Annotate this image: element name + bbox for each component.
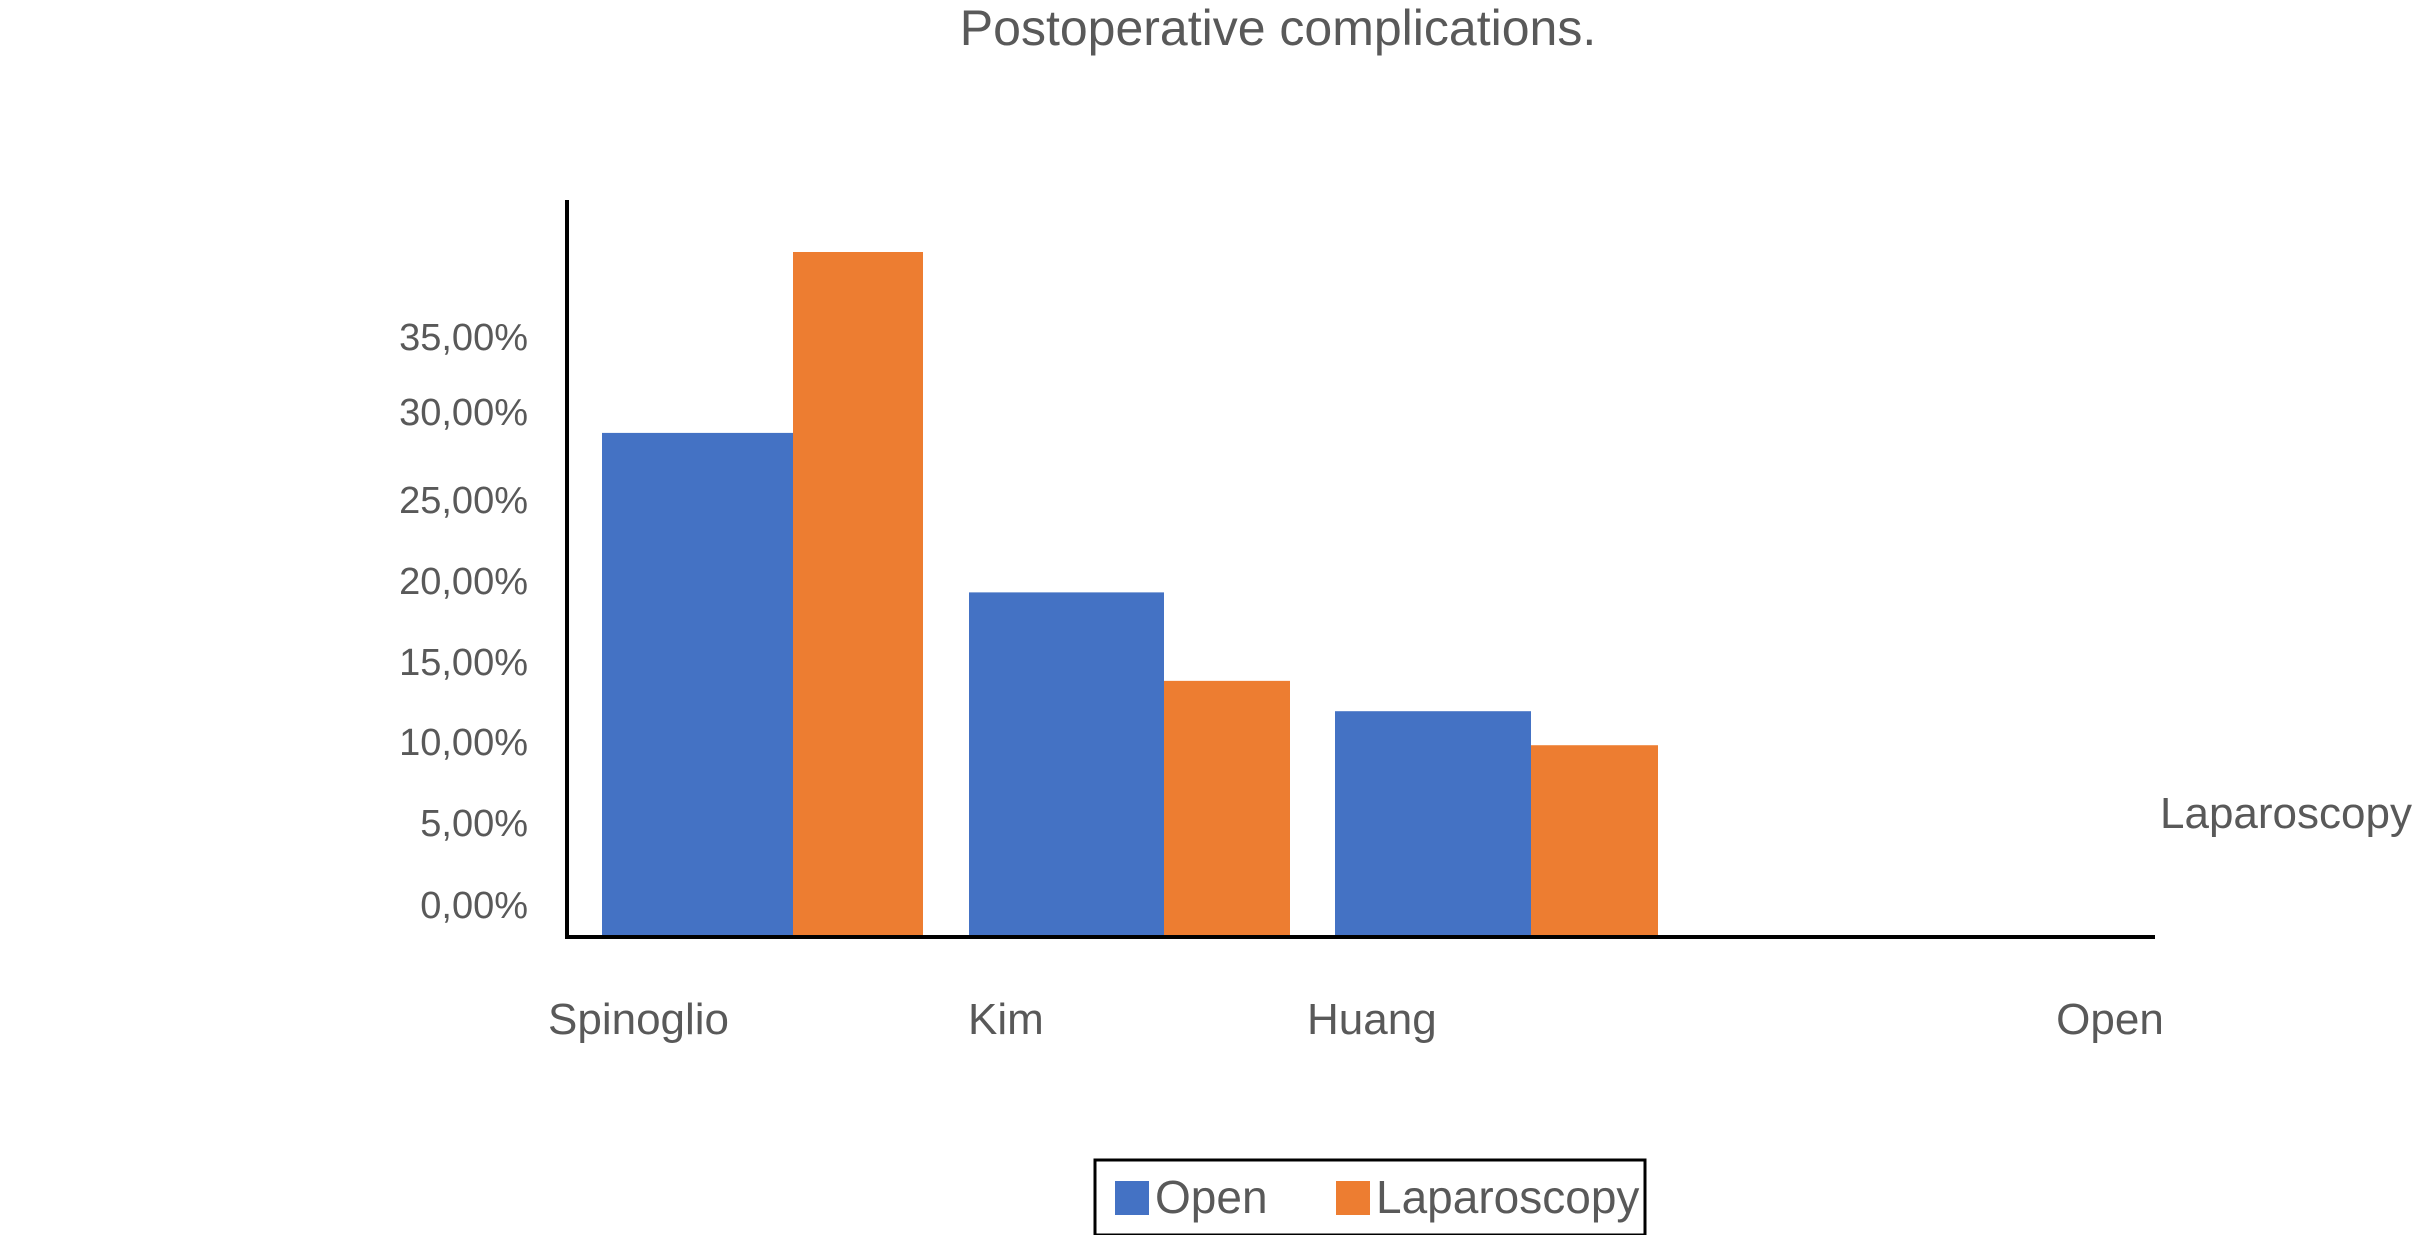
y-tick-label: 20,00% (399, 561, 528, 603)
y-tick-label: 15,00% (399, 642, 528, 684)
stray-label-laparoscopy: Laparoscopy (2160, 789, 2412, 838)
bar-open-spinoglio (602, 432, 793, 937)
y-tick-label: 35,00% (399, 317, 528, 359)
legend-swatch-open (1115, 1181, 1149, 1215)
bar-laparoscopy-kim (1164, 680, 1290, 937)
bar-open-kim (969, 592, 1164, 937)
chart-title: Postoperative complications. (960, 0, 1596, 56)
x-category-label: Huang (1307, 995, 1437, 1044)
bar-open-huang (1335, 711, 1531, 937)
y-tick-label: 0,00% (420, 885, 528, 927)
y-axis-tick-labels: 0,00% 5,00% 10,00% 15,00% 20,00% 25,00% 30,00%… (399, 317, 528, 927)
y-tick-label: 5,00% (420, 803, 528, 845)
bar-laparoscopy-spinoglio (793, 252, 923, 937)
bar-laparoscopy-huang (1531, 745, 1658, 937)
stray-label-open: Open (2056, 995, 2164, 1044)
legend: Open Laparoscopy (1093, 1158, 1647, 1235)
bars (602, 252, 1658, 937)
legend-swatch-laparoscopy (1336, 1181, 1370, 1215)
x-category-label: Kim (968, 995, 1044, 1044)
y-tick-label: 10,00% (399, 722, 528, 764)
y-tick-label: 30,00% (399, 392, 528, 434)
legend-label-laparoscopy: Laparoscopy (1376, 1171, 1639, 1223)
y-tick-label: 25,00% (399, 480, 528, 522)
legend-label-open: Open (1155, 1171, 1268, 1223)
x-category-label: Spinoglio (548, 995, 729, 1044)
x-axis-category-labels: Spinoglio Kim Huang (548, 995, 1437, 1044)
